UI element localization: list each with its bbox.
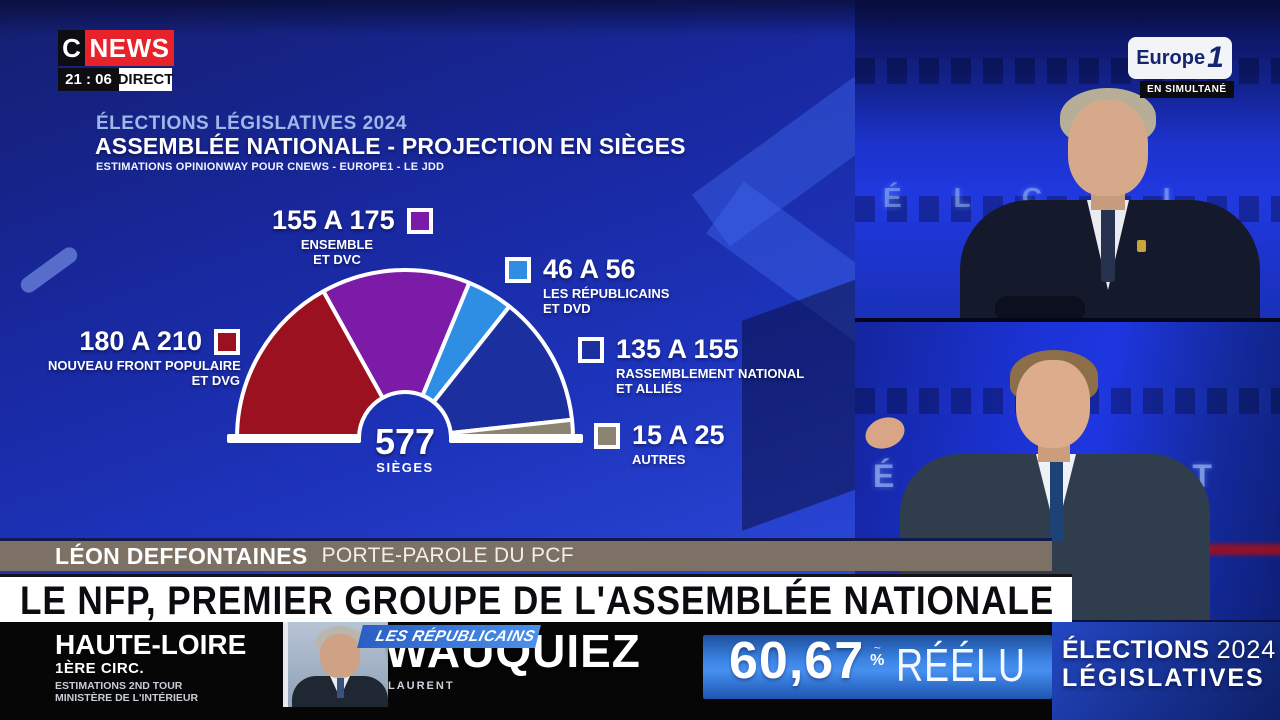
- total-seats-label: SIÈGES: [376, 460, 434, 475]
- tie: [337, 678, 344, 698]
- legend-rn-line2: ET ALLIÉS: [616, 381, 682, 396]
- legend-ensemble-line2: ET DVC: [313, 252, 361, 267]
- legend-lr-swatch: [505, 256, 531, 283]
- europe1-logo: Europe 1: [1128, 37, 1232, 79]
- speaker-banner: LÉON DEFFONTAINES PORTE-PAROLE DU PCF: [0, 538, 1052, 571]
- top-gradient-band: [0, 0, 1280, 36]
- legend-rn-line1: RASSEMBLEMENT NATIONAL: [616, 366, 805, 381]
- face: [1016, 360, 1090, 448]
- europe1-number: 1: [1207, 41, 1224, 74]
- ticker-source-line1: ESTIMATIONS 2ND TOUR: [55, 680, 183, 692]
- score-tilde: ~: [873, 641, 881, 655]
- ticker-source-line2: MINISTÈRE DE L'INTÉRIEUR: [55, 692, 199, 704]
- legend-autres-line1: AUTRES: [632, 452, 686, 467]
- result-score-band: 60,67 ~ % RÉÉLU: [703, 635, 1052, 699]
- guest-silhouette-louis: [960, 88, 1265, 318]
- tie: [1101, 204, 1115, 282]
- live-badge: DIRECT: [118, 68, 173, 91]
- ticker-location: HAUTE-LOIRE: [55, 629, 247, 660]
- ticker-district: 1ÈRE CIRC.: [55, 660, 145, 677]
- gesturing-hand: [861, 412, 909, 454]
- program-subtitle: LÉGISLATIVES: [1062, 664, 1265, 692]
- results-ticker: HAUTE-LOIRE 1ÈRE CIRC. ESTIMATIONS 2ND T…: [0, 622, 1052, 720]
- score-value: 60,67: [729, 635, 865, 690]
- legend-nfp: 180 A 210 NOUVEAU FRONT POPULAIRE ET DVG: [48, 326, 241, 389]
- legend-rn: 135 A 155 RASSEMBLEMENT NATIONAL ET ALLI…: [578, 336, 804, 396]
- legend-nfp-range: 180 A 210: [79, 326, 202, 356]
- europe1-wordmark: Europe: [1136, 46, 1206, 69]
- percent-sign: %: [870, 652, 885, 669]
- hemicycle-segment: [431, 304, 574, 435]
- cnews-logo-c: C: [58, 30, 85, 66]
- hemicycle-segment: [235, 289, 385, 440]
- score-unit: ~ %: [870, 641, 885, 669]
- background-light-streak: [17, 244, 81, 296]
- chart-kicker: ÉLECTIONS LÉGISLATIVES 2024: [96, 113, 407, 134]
- legend-ensemble-swatch: [406, 207, 433, 234]
- legend-autres-range: 15 A 25: [632, 420, 725, 450]
- legend-autres: 15 A 25 AUTRES: [594, 422, 725, 467]
- face: [320, 634, 360, 678]
- face: [1068, 100, 1148, 196]
- legend-nfp-swatch: [214, 328, 240, 355]
- result-status: RÉÉLU: [896, 639, 1027, 691]
- background-shadow-shape: [742, 279, 855, 531]
- program-badge: ÉLECTIONS 2024 LÉGISLATIVES: [1052, 622, 1280, 720]
- speaker-role: PORTE-PAROLE DU PCF: [321, 544, 574, 567]
- legend-lr-range: 46 A 56: [543, 254, 636, 284]
- headline-text: LE NFP, PREMIER GROUPE DE L'ASSEMBLÉE NA…: [20, 578, 1055, 623]
- total-seats-value: 577: [374, 421, 436, 462]
- chart-total: 577 SIÈGES: [345, 421, 465, 476]
- desk-microphone: [995, 296, 1085, 318]
- cnews-logo: C NEWS 21 : 06 DIRECT: [58, 30, 174, 91]
- tie: [1050, 458, 1063, 542]
- studio-red-light-streak: [1193, 544, 1280, 555]
- hemicycle-baseline: [449, 434, 583, 443]
- cnews-logo-news: NEWS: [85, 30, 174, 66]
- speaker-name: LÉON DEFFONTAINES: [55, 542, 308, 569]
- hemicycle-baseline: [227, 434, 361, 443]
- headline-banner: LE NFP, PREMIER GROUPE DE L'ASSEMBLÉE NA…: [0, 574, 1072, 628]
- candidate-party: LES RÉPUBLICAINS: [374, 627, 537, 645]
- legend-lr-line2: ET DVD: [543, 301, 591, 316]
- lapel-pin: [1137, 240, 1146, 252]
- legend-rn-swatch: [578, 336, 604, 363]
- clock: 21 : 06: [58, 68, 119, 91]
- hemicycle-chart: [227, 268, 583, 443]
- legend-nfp-line1: NOUVEAU FRONT POPULAIRE: [48, 358, 241, 373]
- legend-ensemble-range: 155 A 175: [272, 205, 395, 235]
- candidate-party-strip: LES RÉPUBLICAINS: [357, 625, 541, 648]
- legend-lr: 46 A 56 LES RÉPUBLICAINS ET DVD: [505, 256, 669, 316]
- legend-autres-swatch: [594, 422, 620, 449]
- legend-lr-line1: LES RÉPUBLICAINS: [543, 286, 670, 301]
- chart-source: ESTIMATIONS OPINIONWAY POUR CNEWS - EURO…: [96, 161, 445, 173]
- program-title: ÉLECTIONS: [1062, 636, 1210, 664]
- chart-title: ASSEMBLÉE NATIONALE - PROJECTION EN SIÈG…: [95, 133, 686, 159]
- legend-rn-range: 135 A 155: [616, 334, 739, 364]
- legend-nfp-line2: ET DVG: [191, 373, 240, 388]
- feed-divider: [855, 318, 1280, 322]
- legend-ensemble: 155 A 175 ENSEMBLE ET DVC: [272, 207, 433, 267]
- program-year: 2024: [1216, 636, 1277, 664]
- simulcast-badge: EN SIMULTANÉ: [1140, 81, 1234, 98]
- candidate-first-name: LAURENT: [388, 680, 455, 692]
- legend-ensemble-line1: ENSEMBLE: [300, 237, 374, 252]
